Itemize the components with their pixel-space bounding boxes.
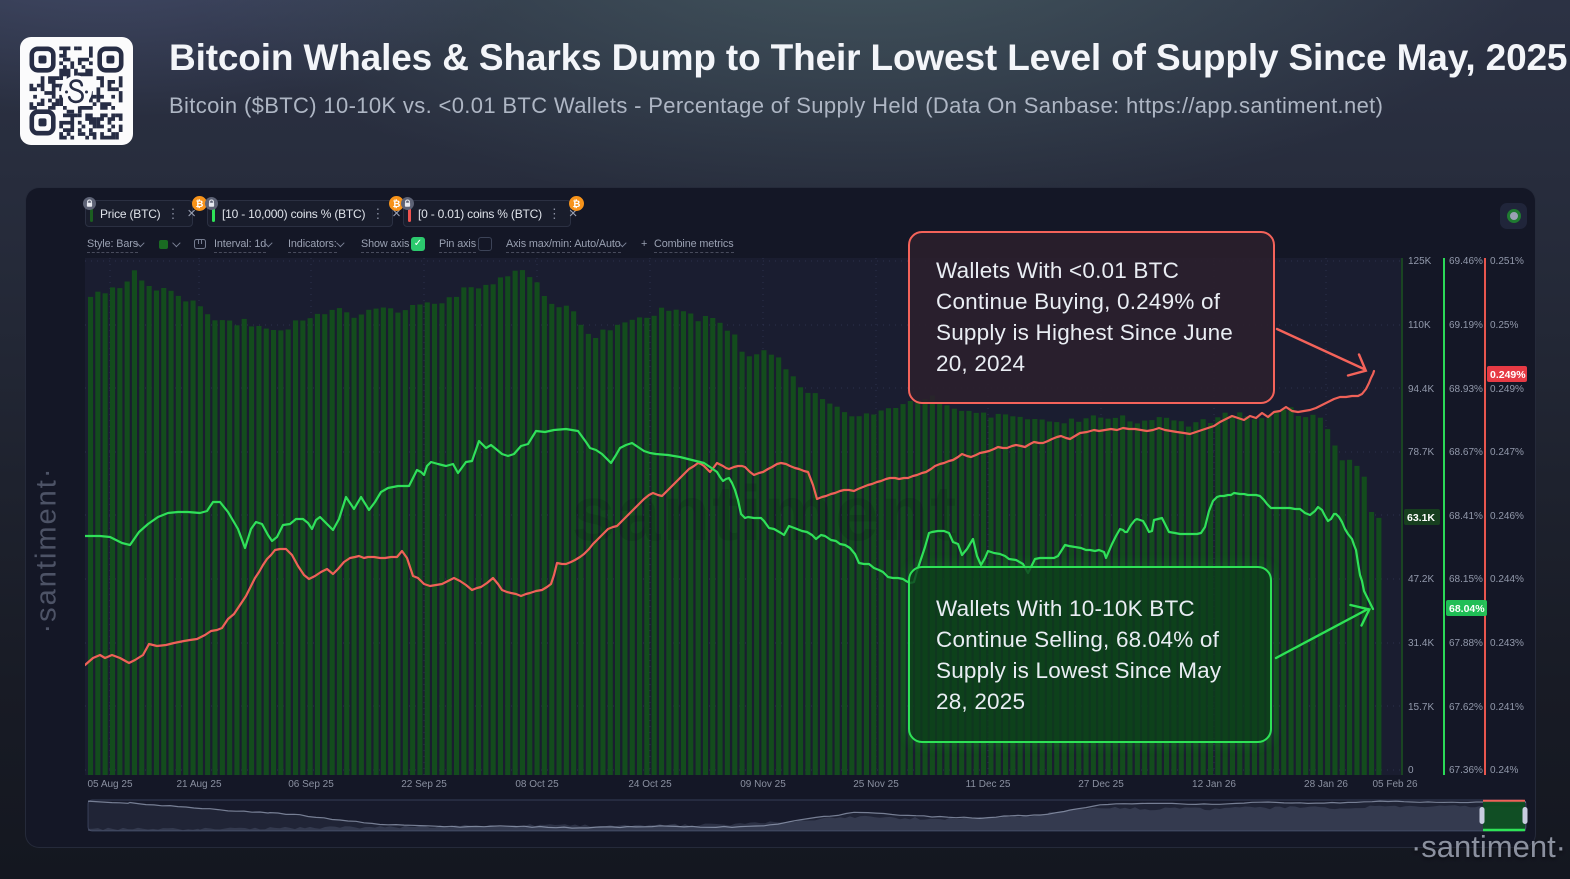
svg-text:68.93%: 68.93%: [1449, 384, 1483, 395]
svg-text:21 Aug 25: 21 Aug 25: [176, 779, 221, 790]
svg-text:0.249%: 0.249%: [1490, 384, 1524, 395]
svg-text:25 Nov 25: 25 Nov 25: [853, 779, 899, 790]
svg-text:0.249%: 0.249%: [1490, 369, 1526, 381]
svg-text:27 Dec 25: 27 Dec 25: [1078, 779, 1124, 790]
svg-text:06 Sep 25: 06 Sep 25: [288, 779, 334, 790]
svg-text:0.246%: 0.246%: [1490, 511, 1524, 522]
svg-text:0.251%: 0.251%: [1490, 256, 1524, 267]
svg-text:125K: 125K: [1408, 256, 1432, 267]
svg-text:68.67%: 68.67%: [1449, 447, 1483, 458]
svg-text:0.244%: 0.244%: [1490, 574, 1524, 585]
svg-text:68.15%: 68.15%: [1449, 574, 1483, 585]
svg-text:08 Oct 25: 08 Oct 25: [515, 779, 559, 790]
svg-text:68.04%: 68.04%: [1449, 603, 1485, 615]
svg-text:110K: 110K: [1408, 320, 1431, 331]
svg-text:11 Dec 25: 11 Dec 25: [966, 779, 1011, 790]
svg-text:47.2K: 47.2K: [1408, 574, 1434, 585]
svg-text:15.7K: 15.7K: [1408, 702, 1434, 713]
svg-text:05 Aug 25: 05 Aug 25: [87, 779, 132, 790]
svg-text:0.243%: 0.243%: [1490, 638, 1524, 649]
svg-text:67.88%: 67.88%: [1449, 638, 1483, 649]
svg-text:69.46%: 69.46%: [1449, 256, 1483, 267]
svg-text:12 Jan 26: 12 Jan 26: [1192, 779, 1236, 790]
svg-text:0.241%: 0.241%: [1490, 702, 1524, 713]
svg-text:22 Sep 25: 22 Sep 25: [401, 779, 447, 790]
svg-text:₿: ₿: [573, 199, 581, 210]
svg-text:67.36%: 67.36%: [1449, 765, 1483, 776]
svg-text:78.7K: 78.7K: [1408, 447, 1434, 458]
svg-text:94.4K: 94.4K: [1408, 384, 1434, 395]
svg-text:₿: ₿: [196, 199, 204, 210]
svg-text:63.1K: 63.1K: [1407, 512, 1435, 524]
svg-text:₿: ₿: [393, 199, 401, 210]
svg-text:0.247%: 0.247%: [1490, 447, 1524, 458]
svg-text:31.4K: 31.4K: [1408, 638, 1434, 649]
svg-text:santiment: santiment: [572, 469, 958, 557]
svg-text:68.41%: 68.41%: [1449, 511, 1483, 522]
svg-text:09 Nov 25: 09 Nov 25: [740, 779, 786, 790]
svg-text:0: 0: [1408, 765, 1414, 776]
svg-text:0.25%: 0.25%: [1490, 320, 1518, 331]
svg-text:0.24%: 0.24%: [1490, 765, 1518, 776]
svg-text:24 Oct 25: 24 Oct 25: [628, 779, 672, 790]
svg-text:05 Feb 26: 05 Feb 26: [1372, 779, 1417, 790]
svg-text:69.19%: 69.19%: [1449, 320, 1483, 331]
svg-text:67.62%: 67.62%: [1449, 702, 1483, 713]
svg-text:28 Jan 26: 28 Jan 26: [1304, 779, 1348, 790]
